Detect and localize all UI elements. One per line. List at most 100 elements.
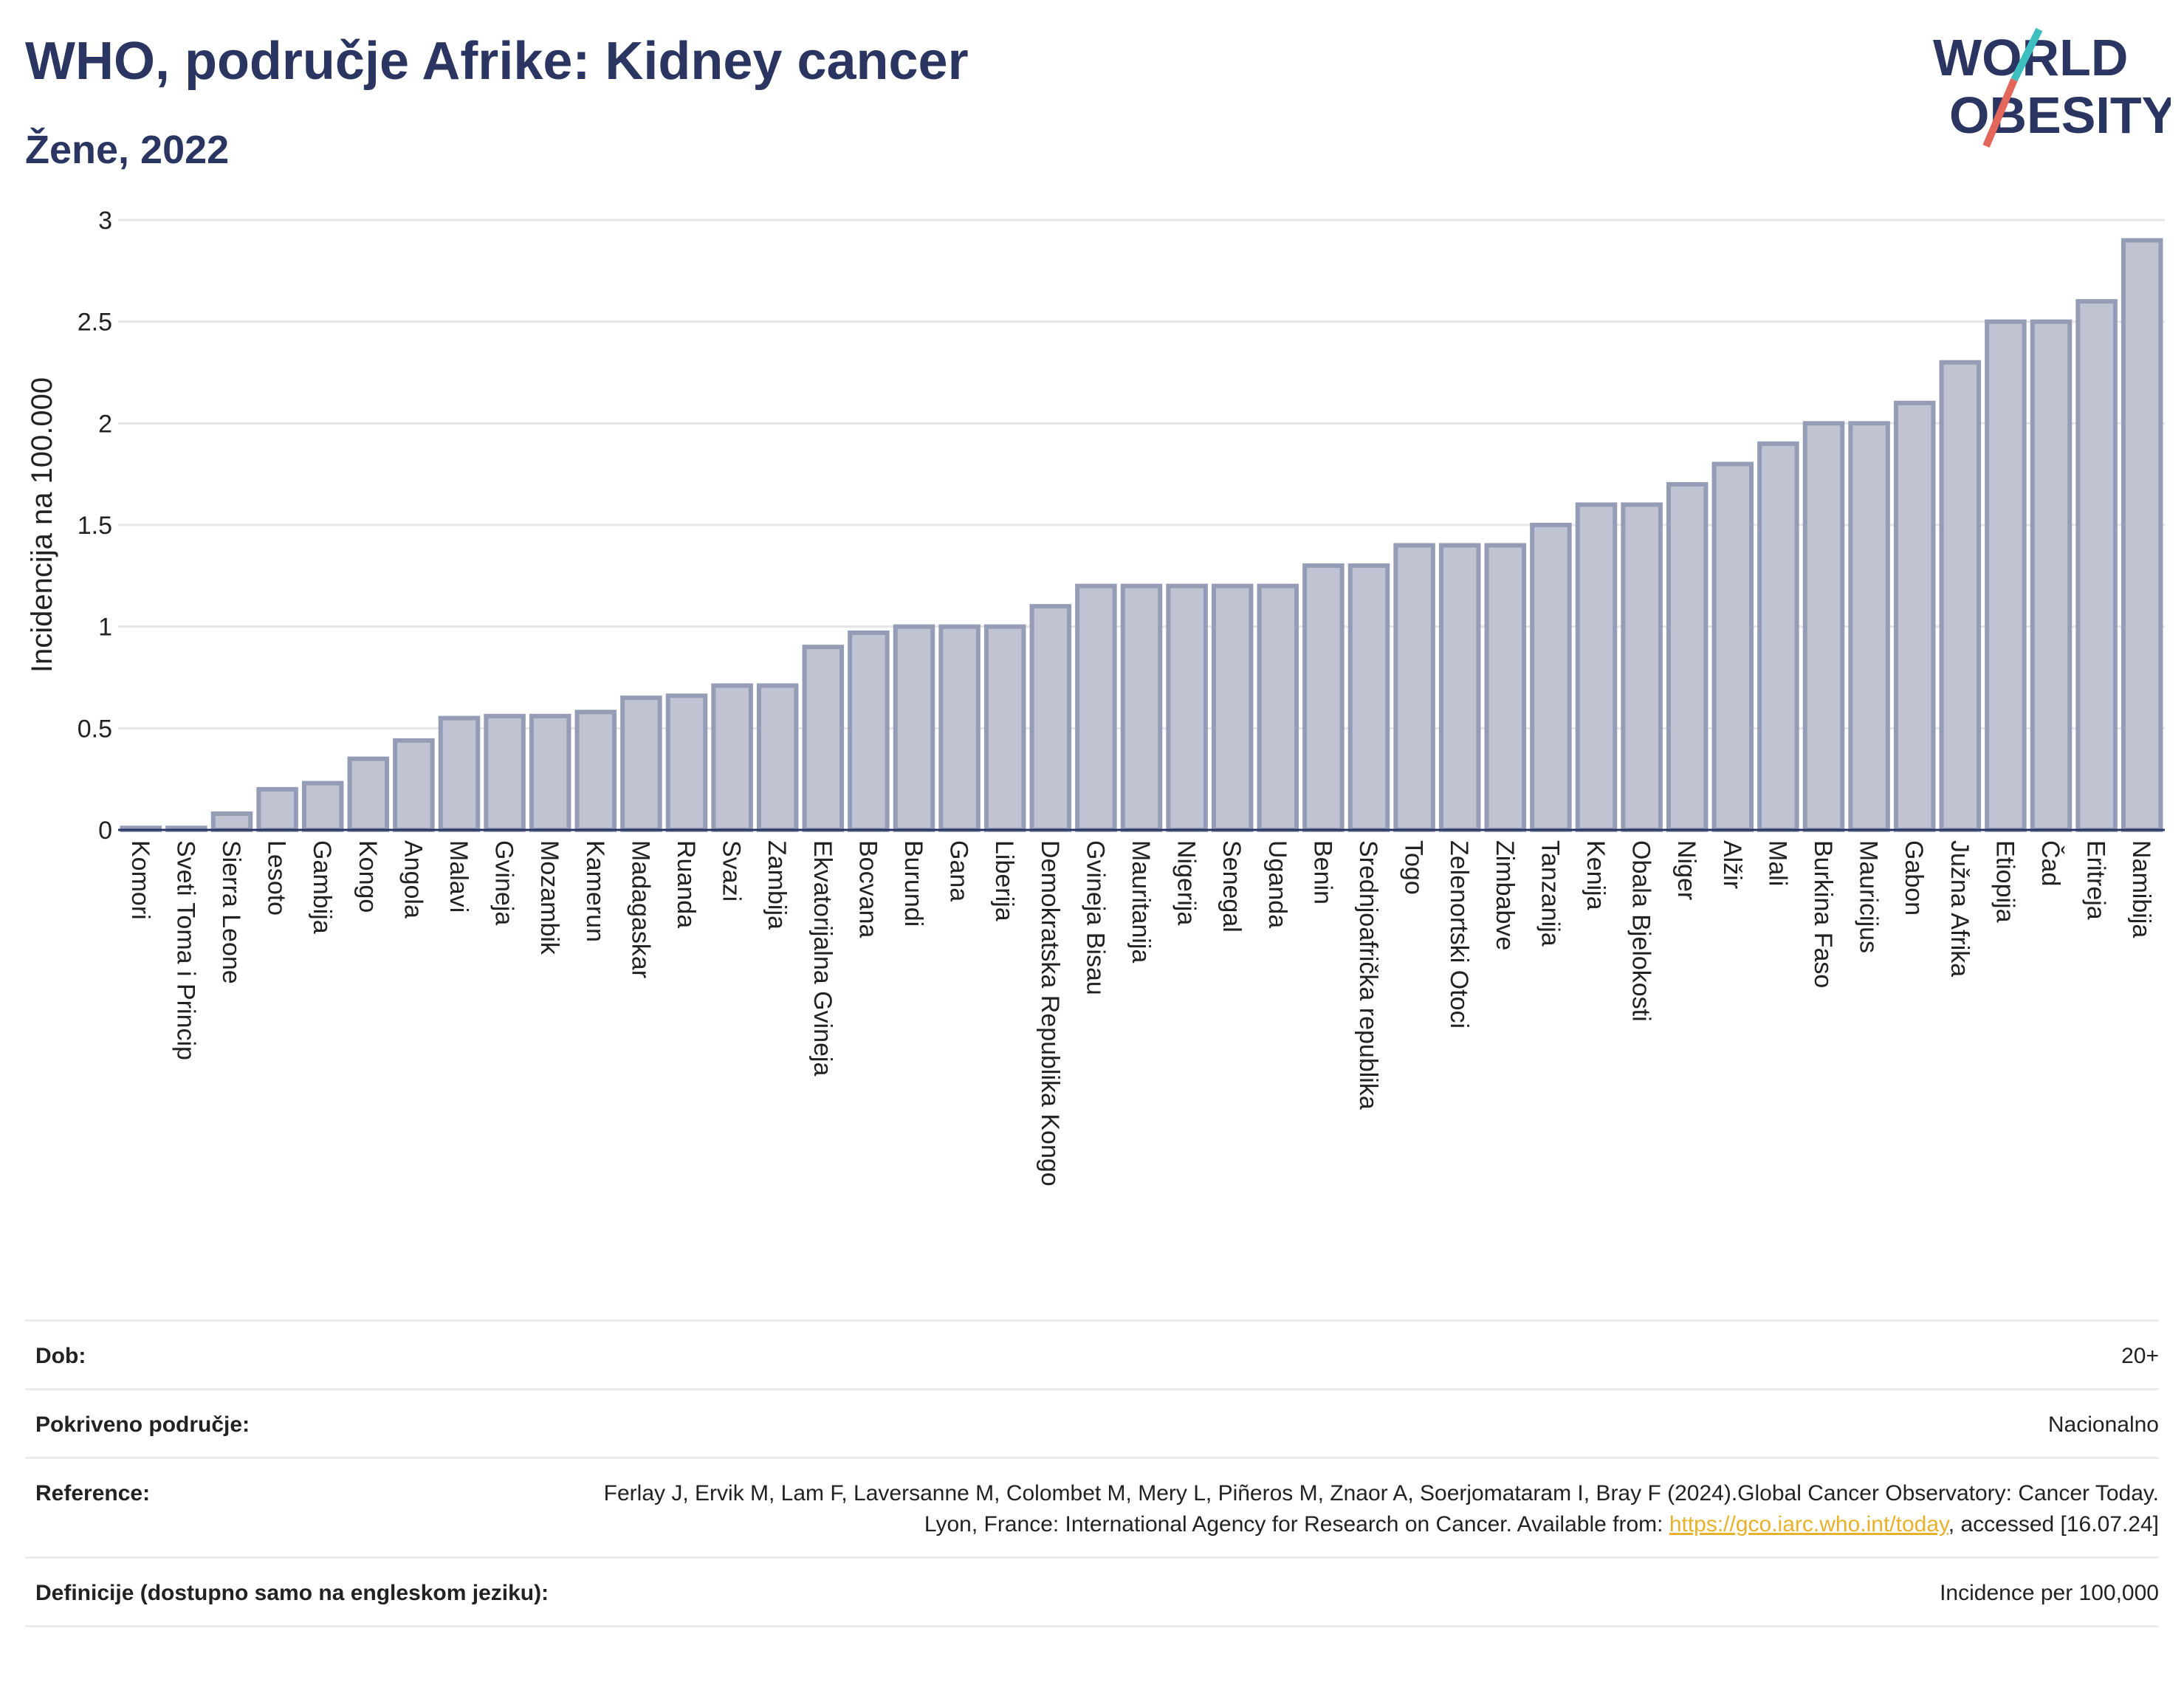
bar-zimbabve[interactable] (1484, 543, 1527, 832)
x-tick-labels: Komori Sveti Toma i Princip Sierra Leone Le… (126, 840, 2155, 1187)
bar-gvineja-bisau[interactable] (1075, 583, 1117, 832)
x-tick-label: Mauricijus (1855, 840, 1883, 953)
meta-label: Reference: (35, 1481, 151, 1506)
bar-mauritanija[interactable] (1120, 583, 1163, 832)
bar-ruanda[interactable] (665, 693, 708, 833)
meta-value-reference: Ferlay J, Ervik M, Lam F, Laversanne M, … (571, 1478, 2159, 1540)
bar-uganda[interactable] (1257, 583, 1299, 832)
meta-value: Nacionalno (2047, 1412, 2159, 1437)
x-tick-label: Južna Afrika (1946, 840, 1974, 977)
bar-tanzanija[interactable] (1530, 523, 1572, 832)
meta-row-reference: Reference: Ferlay J, Ervik M, Lam F, Lav… (25, 1457, 2159, 1556)
x-tick-label: Liberija (990, 840, 1018, 921)
world-obesity-logo: WORLD OBESITY (1933, 27, 2171, 148)
y-axis-label: Incidencija na 100.000 (26, 377, 58, 673)
reference-text: Ferlay J, Ervik M, Lam F, Laversanne M, … (603, 1481, 2159, 1537)
bar-kongo[interactable] (347, 756, 390, 833)
bar-obala-bjelokosti[interactable] (1621, 502, 1663, 832)
bar-čad[interactable] (2030, 319, 2073, 832)
x-tick-label: Kamerun (581, 840, 609, 942)
bar-lesoto[interactable] (256, 786, 298, 833)
x-tick-label: Mali (1763, 840, 1791, 886)
bar-eritreja[interactable] (2075, 299, 2118, 832)
x-tick-label: Gambija (308, 840, 336, 934)
metadata-table: Dob: 20+ Pokriveno područje: Nacionalno … (25, 1319, 2159, 1627)
x-tick-label: Bocvana (854, 840, 882, 938)
bar-bocvana[interactable] (848, 630, 890, 833)
bar-kenija[interactable] (1575, 502, 1618, 832)
bar-demokratska-republika-kongo[interactable] (1029, 604, 1072, 833)
bar-benin[interactable] (1302, 563, 1345, 832)
reference-link[interactable]: https://gco.iarc.who.int/today (1669, 1512, 1948, 1537)
x-tick-label: Benin (1308, 840, 1336, 904)
meta-row-definitions: Definicije (dostupno samo na engleskom j… (25, 1556, 2159, 1627)
x-tick-label: Zambija (763, 840, 791, 930)
bar-mozambik[interactable] (529, 713, 571, 833)
bar-senegal[interactable] (1211, 583, 1254, 832)
bar-burundi[interactable] (893, 624, 935, 833)
y-tick-label: 2 (98, 410, 112, 438)
meta-value: 20+ (2121, 1344, 2159, 1368)
x-tick-label: Mauritanija (1127, 840, 1155, 963)
bars (120, 238, 2163, 833)
bar-zambija[interactable] (756, 683, 799, 832)
y-tick-label: 3 (98, 207, 112, 235)
bar-gambija[interactable] (301, 780, 344, 833)
meta-row-age: Dob: 20+ (25, 1319, 2159, 1388)
bar-mali[interactable] (1757, 441, 1799, 833)
bar-chart: 0 0.5 1 1.5 2 2.5 3 Komori Sveti Toma i Princip… (26, 207, 2165, 1187)
bar-nigerija[interactable] (1166, 583, 1208, 832)
x-tick-label: Niger (1672, 840, 1700, 900)
logo-word-2: OBESITY (1949, 86, 2171, 144)
x-tick-label: Etiopija (1991, 840, 2019, 923)
bar-madagaskar[interactable] (620, 696, 662, 832)
bar-sierra-leone[interactable] (210, 811, 253, 832)
meta-label: Dob: (35, 1344, 86, 1368)
bar-gvineja[interactable] (484, 713, 526, 833)
x-tick-label: Sierra Leone (217, 840, 245, 984)
x-tick-label: Zelenortski Otoci (1445, 840, 1473, 1029)
bar-mauricijus[interactable] (1848, 421, 1890, 833)
bar-togo[interactable] (1393, 543, 1435, 832)
x-tick-label: Namibija (2127, 840, 2155, 938)
bar-etiopija[interactable] (1985, 319, 2027, 832)
x-tick-label: Ruanda (672, 840, 700, 928)
x-tick-label: Gana (945, 840, 973, 902)
x-tick-label: Madagaskar (626, 840, 654, 978)
chart-subtitle: Žene, 2022 (25, 128, 230, 172)
x-tick-label: Burkina Faso (1809, 840, 1837, 988)
bar-gabon[interactable] (1893, 400, 1936, 832)
x-tick-label: Alžir (1718, 840, 1746, 889)
bar-angola[interactable] (393, 738, 435, 832)
bar-alžir[interactable] (1711, 461, 1754, 832)
x-tick-label: Demokratska Republika Kongo (1036, 840, 1064, 1187)
logo-slash-teal (2010, 27, 2043, 82)
bar-južna-afrika[interactable] (1939, 360, 1982, 832)
logo-slash-coral (1982, 78, 2018, 148)
x-tick-label: Ekvatorijalna Gvineja (808, 840, 837, 1076)
logo-word-1: WORLD (1933, 29, 2128, 86)
bar-kamerun[interactable] (574, 710, 617, 832)
x-tick-label: Burundi (899, 840, 927, 927)
bar-ekvatorijalna-gvineja[interactable] (802, 645, 845, 833)
y-tick-label: 2.5 (78, 309, 112, 337)
x-tick-label: Obala Bjelokosti (1627, 840, 1655, 1022)
x-tick-label: Komori (126, 840, 154, 920)
x-tick-label: Čad (2036, 840, 2064, 886)
x-tick-label: Mozambik (535, 840, 563, 955)
bar-namibija[interactable] (2121, 238, 2163, 833)
x-tick-label: Eritreja (2082, 840, 2110, 920)
bar-svazi[interactable] (711, 683, 753, 832)
x-tick-label: Gabon (1900, 840, 1928, 916)
bar-liberija[interactable] (983, 624, 1026, 833)
chart-title: WHO, područje Afrike: Kidney cancer (25, 32, 969, 91)
bar-srednjoafrička-republika[interactable] (1347, 563, 1390, 832)
x-tick-label: Kenija (1582, 840, 1610, 910)
bar-gana[interactable] (938, 624, 981, 833)
bar-zelenortski-otoci[interactable] (1438, 543, 1481, 832)
x-tick-label: Senegal (1218, 840, 1246, 933)
bar-malavi[interactable] (438, 715, 481, 832)
bar-niger[interactable] (1666, 481, 1709, 832)
x-tick-label: Gvineja (490, 840, 518, 925)
bar-burkina-faso[interactable] (1802, 421, 1845, 833)
